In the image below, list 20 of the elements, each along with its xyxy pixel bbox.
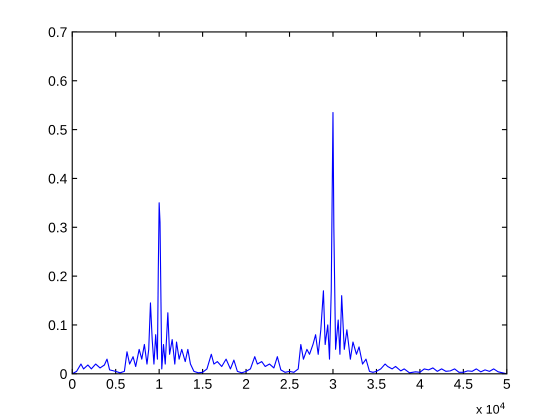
y-tick-label: 0.4 [48,174,67,184]
y-tick-label: 0.6 [48,76,67,86]
y-tick-label: 0.5 [48,124,67,135]
x-tick-label: 4.5 [454,379,472,389]
text: x 10$^{4}$ [476,402,505,414]
x-tick-label: 1 [156,379,162,389]
x-tick-label: 5 [503,379,510,389]
x-tick-label: 4 [416,379,424,389]
x-tick-label: 2 [242,379,250,389]
x-tick-label: 0 [68,379,76,389]
x-tick-label: 3 [330,379,336,389]
y-tick-label: 0.3 [48,222,67,232]
x-tick-label: 0.5 [106,379,125,389]
x-tick-label: 2.5 [280,379,299,389]
y-tick-label: 0 [60,369,67,379]
y-tick-label: 0.7 [48,27,67,38]
x-tick-label: 1.5 [194,379,212,389]
y-tick-label: 0.2 [48,271,67,282]
y-tick-label: 0.1 [48,320,67,330]
x-tick-label: 3.5 [367,379,386,389]
